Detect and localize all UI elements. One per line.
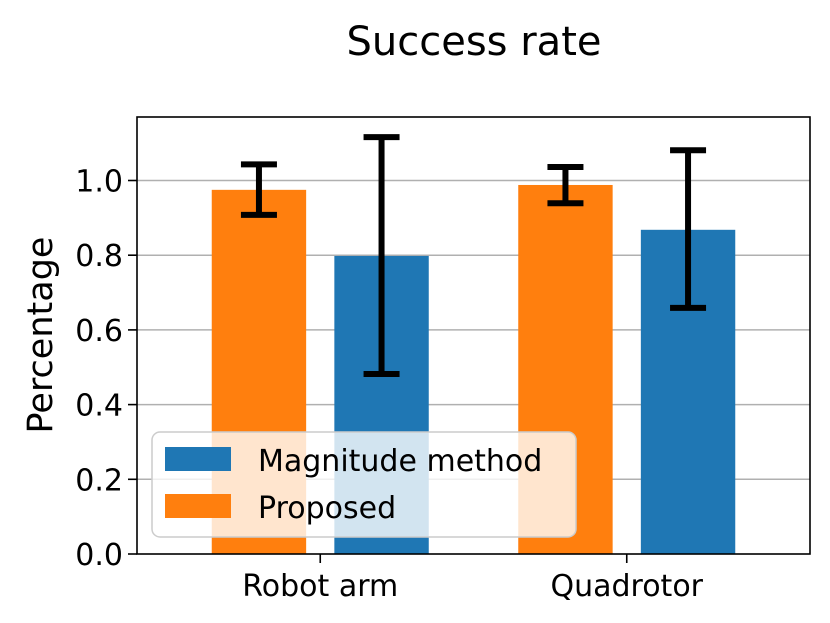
legend-swatch-magnitude <box>165 447 231 471</box>
legend-label-proposed: Proposed <box>258 491 396 526</box>
plot-frame <box>136 116 811 555</box>
y-tick-label-3: 0.6 <box>75 314 123 349</box>
y-axis-label: Percentage <box>21 237 61 434</box>
error-bars <box>240 134 707 377</box>
x-ticks: Robot arm Quadrotor <box>242 554 704 604</box>
y-ticks: 0.0 0.2 0.4 0.6 0.8 1.0 <box>75 164 137 573</box>
x-tick-label-0: Robot arm <box>242 569 398 604</box>
legend-label-magnitude: Magnitude method <box>258 444 542 479</box>
y-tick-label-1: 0.2 <box>75 463 123 498</box>
y-tick-label-5: 1.0 <box>75 164 123 199</box>
error-bar-magnitude-method-0 <box>363 134 400 377</box>
legend: Magnitude method Proposed <box>151 431 577 538</box>
error-bar-proposed-0 <box>240 161 277 218</box>
x-tick-label-1: Quadrotor <box>550 569 703 604</box>
y-tick-label-0: 0.0 <box>75 538 123 573</box>
legend-swatch-proposed <box>165 494 231 518</box>
error-bar-proposed-1 <box>547 164 584 207</box>
legend-box <box>151 431 577 538</box>
chart-title: Success rate <box>347 19 602 65</box>
y-tick-label-2: 0.4 <box>75 389 123 424</box>
error-bar-magnitude-method-1 <box>670 147 707 311</box>
y-tick-label-4: 0.8 <box>75 239 123 274</box>
